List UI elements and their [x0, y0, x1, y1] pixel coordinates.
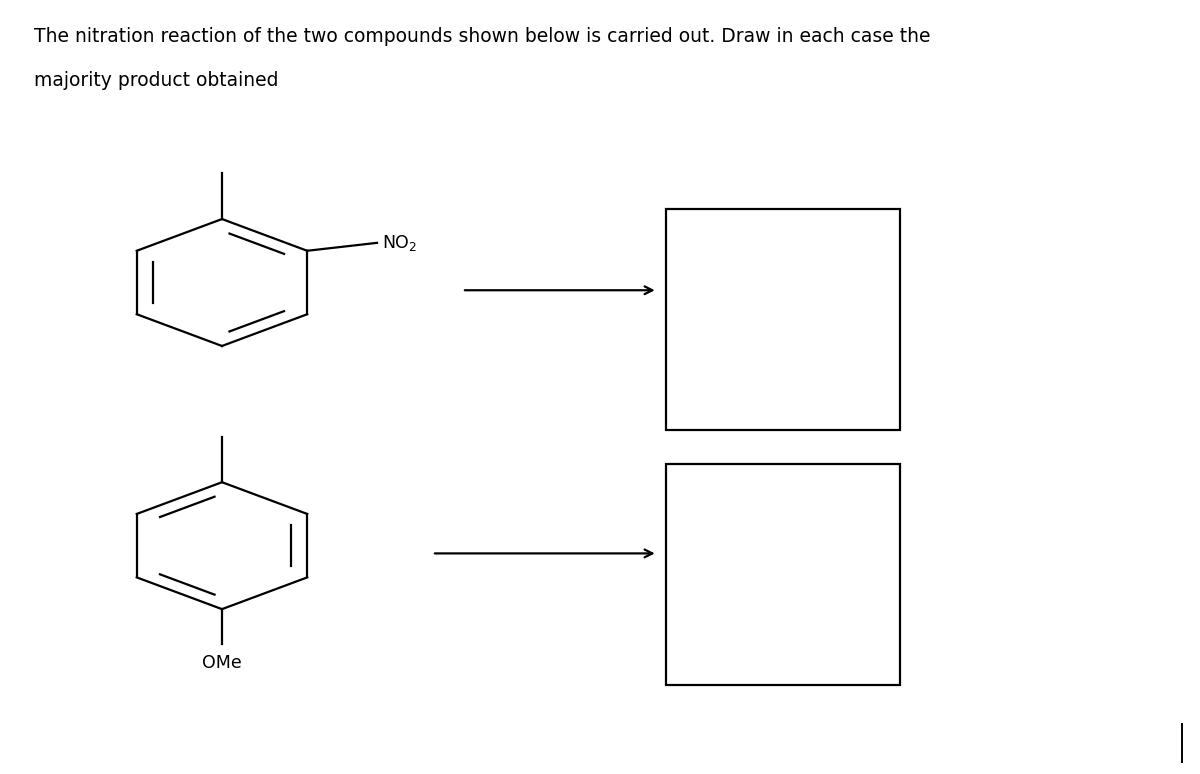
Text: OMe: OMe: [202, 653, 242, 672]
Text: The nitration reaction of the two compounds shown below is carried out. Draw in : The nitration reaction of the two compou…: [34, 27, 930, 46]
Bar: [666, 464, 900, 685]
Text: majority product obtained: majority product obtained: [34, 71, 278, 91]
Text: NO$_2$: NO$_2$: [382, 233, 418, 253]
Bar: [666, 209, 900, 430]
